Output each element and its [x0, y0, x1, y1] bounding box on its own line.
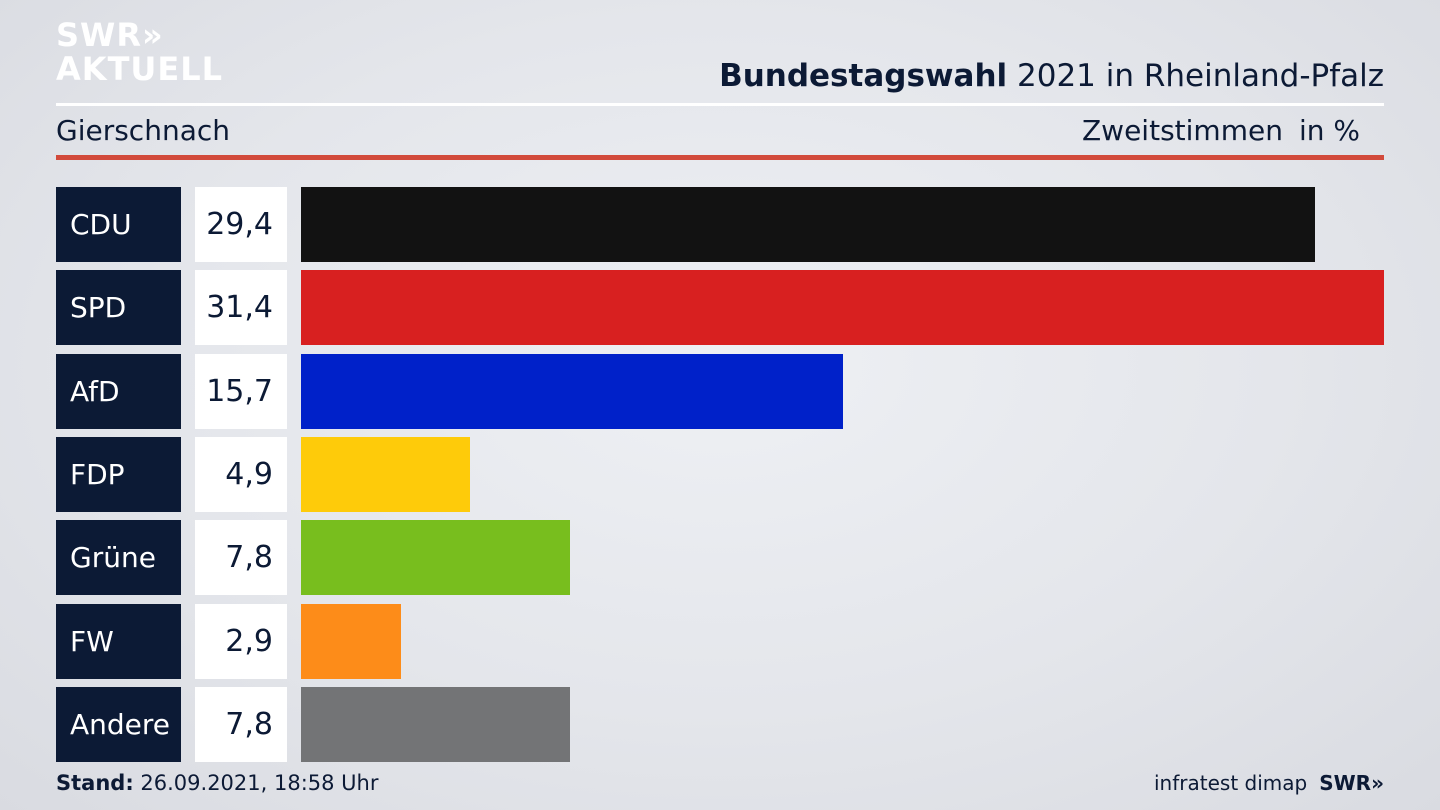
value-label: 4,9 [195, 436, 287, 512]
subheader-divider [56, 155, 1384, 160]
swr-aktuell-logo: SWR» AKTUELL [56, 18, 223, 86]
logo-line-2: AKTUELL [56, 50, 224, 88]
chart-title-bold: Bundestagswahl [719, 58, 1008, 94]
bar-afd [301, 353, 843, 429]
value-label: 15,7 [195, 353, 287, 429]
party-label: AfD [56, 353, 181, 429]
party-label: Grüne [56, 520, 181, 596]
unit-label: in % [1299, 114, 1361, 147]
party-label: FDP [56, 436, 181, 512]
party-label: Andere [56, 686, 181, 762]
bar-cdu [301, 187, 1316, 262]
timestamp-label: Stand: [56, 771, 134, 795]
bar-grne [301, 520, 571, 596]
bar-andere [301, 686, 571, 762]
value-label: 2,9 [195, 603, 287, 679]
bar-spd [301, 270, 1384, 346]
chart-title-rest: 2021 in Rheinland-Pfalz [1007, 58, 1384, 94]
value-label: 29,4 [195, 187, 287, 262]
value-label: 7,8 [195, 520, 287, 596]
timestamp: Stand: 26.09.2021, 18:58 Uhr [56, 771, 379, 795]
value-label: 31,4 [195, 270, 287, 346]
logo-chevrons: » [141, 16, 163, 54]
chart-title: Bundestagswahl 2021 in Rheinland-Pfalz [719, 58, 1384, 94]
party-label: FW [56, 603, 181, 679]
location-label: Gierschnach [56, 114, 230, 147]
credits: infratest dimap SWR» [1154, 771, 1384, 795]
swr-logo: SWR» [1319, 771, 1384, 795]
swr-logo-text: SWR [1319, 771, 1372, 795]
source-credit: infratest dimap [1154, 771, 1308, 795]
bar-fdp [301, 436, 470, 512]
party-label: SPD [56, 270, 181, 346]
logo-line-1: SWR [56, 16, 142, 54]
timestamp-value: 26.09.2021, 18:58 Uhr [133, 771, 379, 795]
value-label: 7,8 [195, 686, 287, 762]
measure-label: Zweitstimmen [1082, 114, 1283, 147]
bar-fw [301, 603, 402, 679]
header-divider [56, 103, 1384, 106]
party-label: CDU [56, 187, 181, 262]
swr-logo-chevrons: » [1371, 771, 1384, 795]
